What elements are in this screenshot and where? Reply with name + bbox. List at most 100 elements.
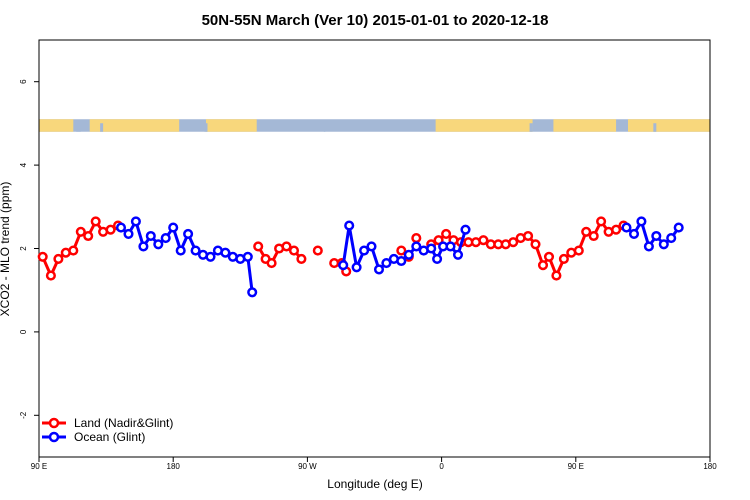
series-layer [37, 216, 684, 298]
data-point [105, 224, 116, 235]
data-point [53, 253, 64, 264]
data-point [90, 216, 101, 227]
data-point [366, 241, 377, 252]
data-point [115, 222, 127, 233]
y-axis: -2 0 2 4 6 [19, 79, 39, 419]
chart-title: 50N-55N March (Ver 10) 2015-01-01 to 202… [202, 12, 549, 29]
data-point [288, 245, 300, 256]
data-point [338, 260, 349, 271]
data-point [573, 245, 584, 256]
x-axis: 90 E 180 90 W 0 90 E 180 [31, 457, 717, 471]
data-point [666, 233, 677, 244]
data-point [411, 241, 422, 252]
y-tick-label: 0 [19, 329, 28, 334]
x-axis-label: Longitude (deg E) [327, 477, 422, 491]
map-strip-ocean-inlet [204, 123, 208, 132]
data-point [296, 253, 307, 264]
legend-marker-land [48, 417, 60, 429]
data-point [45, 270, 56, 281]
data-point [247, 287, 258, 298]
data-point [621, 222, 632, 233]
x-tick-label: 90 W [298, 462, 317, 471]
data-point [281, 241, 292, 252]
data-point [508, 237, 519, 248]
legend-label-land: Land (Nadir&Glint) [74, 416, 173, 430]
map-strip-land [206, 119, 257, 132]
data-point [253, 241, 264, 252]
legend-marker-ocean [48, 431, 60, 443]
data-point [551, 270, 562, 281]
data-point [266, 258, 277, 269]
data-point [478, 235, 489, 246]
y-tick-label: 4 [19, 162, 28, 167]
data-point [381, 258, 392, 269]
data-point [411, 233, 422, 244]
data-point [130, 216, 141, 227]
map-strip [39, 119, 710, 132]
legend: Land (Nadir&Glint) Ocean (Glint) [42, 416, 173, 444]
data-point [432, 253, 443, 264]
data-point [75, 226, 86, 237]
y-tick-label: 2 [19, 246, 28, 251]
map-strip-land [39, 119, 74, 132]
data-point [37, 251, 48, 262]
x-tick-label: 90 E [31, 462, 47, 471]
x-tick-label: 180 [167, 462, 181, 471]
data-point [530, 239, 541, 250]
data-point [611, 224, 622, 235]
data-point [537, 260, 549, 271]
data-point [673, 222, 684, 233]
x-tick-label: 180 [703, 462, 717, 471]
data-point [68, 245, 79, 256]
data-point [523, 230, 534, 242]
legend-label-ocean: Ocean (Glint) [74, 430, 145, 444]
map-strip-ocean-inlet [653, 123, 657, 132]
y-tick-label: -2 [19, 411, 28, 419]
map-strip-land [89, 119, 180, 132]
map-strip-ocean-inlet [100, 123, 104, 132]
data-point [452, 249, 464, 260]
data-point [344, 220, 355, 231]
data-point [403, 249, 414, 260]
data-point [242, 251, 253, 262]
data-point [558, 253, 569, 264]
data-point [426, 243, 437, 254]
map-strip-ocean-inlet [529, 123, 533, 132]
data-point [190, 245, 201, 256]
data-point [441, 228, 452, 239]
series-ocean [115, 216, 684, 298]
map-strip-ocean-inlet [323, 123, 326, 132]
data-point [138, 241, 149, 252]
data-point [160, 233, 171, 244]
data-point [643, 241, 654, 252]
data-point [359, 245, 370, 256]
data-point [596, 216, 607, 227]
map-strip-land [435, 119, 533, 132]
data-point [312, 245, 323, 256]
data-point [205, 251, 216, 262]
data-point [658, 239, 669, 250]
series-land [37, 216, 629, 281]
map-strip-ocean-inlet [76, 123, 81, 132]
map-strip-land [553, 119, 617, 132]
data-point [183, 228, 194, 239]
data-point [220, 247, 231, 258]
data-point [460, 224, 471, 235]
x-tick-label: 0 [439, 462, 444, 471]
data-point [581, 226, 592, 237]
data-point [145, 230, 156, 242]
data-point [588, 230, 599, 242]
data-point [651, 230, 662, 242]
data-point [628, 228, 640, 239]
y-axis-label: XCO2 - MLO trend (ppm) [0, 182, 12, 317]
data-point [373, 264, 385, 275]
x-tick-label: 90 E [568, 462, 584, 471]
data-point [123, 228, 134, 239]
data-point [153, 239, 164, 250]
data-point [83, 230, 94, 242]
y-tick-label: 6 [19, 79, 28, 84]
data-point [396, 255, 407, 267]
map-strip-land [627, 119, 710, 132]
data-point [168, 222, 179, 233]
